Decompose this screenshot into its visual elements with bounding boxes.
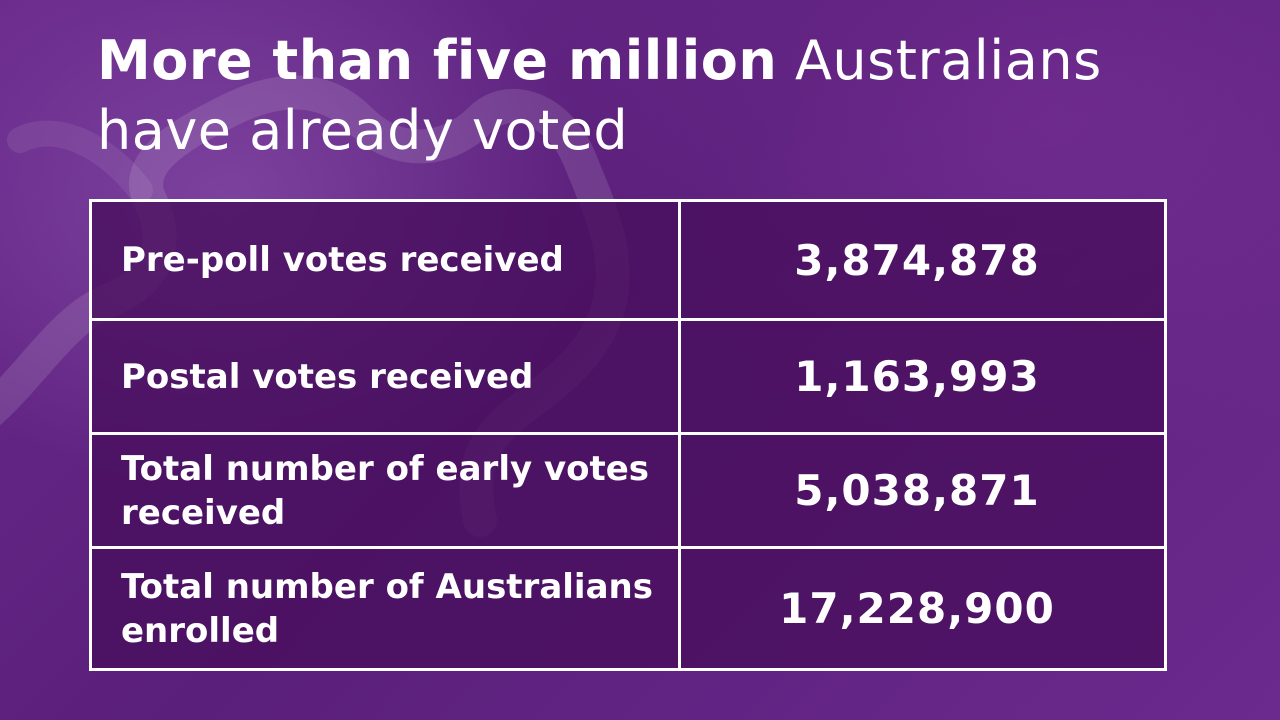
row-label: Postal votes received	[89, 318, 681, 435]
row-label: Total number of Australians enrolled	[89, 546, 681, 671]
headline-emphasis: More than five million	[97, 29, 778, 92]
row-value: 1,163,993	[678, 318, 1167, 435]
row-value: 3,874,878	[678, 199, 1167, 321]
row-value: 5,038,871	[678, 432, 1167, 549]
table-row: Total number of Australians enrolled 17,…	[89, 546, 1167, 671]
headline-line2: have already voted	[97, 99, 629, 162]
headline-line1-rest: Australians	[794, 29, 1102, 92]
table-row: Total number of early votes received 5,0…	[89, 432, 1167, 549]
row-label: Total number of early votes received	[89, 432, 681, 549]
early-votes-table: Pre-poll votes received 3,874,878 Postal…	[89, 199, 1167, 671]
table-row: Pre-poll votes received 3,874,878	[89, 199, 1167, 321]
table-row: Postal votes received 1,163,993	[89, 318, 1167, 435]
row-label: Pre-poll votes received	[89, 199, 681, 321]
row-value: 17,228,900	[678, 546, 1167, 671]
page-headline: More than five million Australians have a…	[97, 26, 1197, 166]
